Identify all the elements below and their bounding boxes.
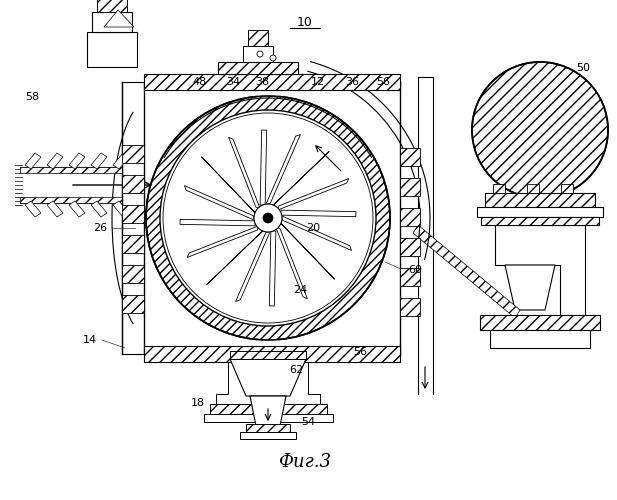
Bar [122, 265, 144, 283]
Bar [92, 12, 132, 32]
Bar [122, 145, 144, 163]
Polygon shape [91, 153, 107, 169]
Text: Фиг.3: Фиг.3 [278, 453, 331, 471]
Text: 58: 58 [25, 92, 39, 102]
Polygon shape [47, 201, 63, 217]
Polygon shape [25, 201, 41, 217]
Circle shape [163, 113, 373, 323]
Bar [400, 298, 420, 316]
Bar [122, 295, 144, 313]
Polygon shape [216, 354, 268, 404]
Text: 54: 54 [301, 417, 315, 427]
Text: 56: 56 [376, 77, 390, 87]
Bar [490, 330, 590, 348]
Bar [210, 404, 275, 414]
Polygon shape [113, 201, 129, 217]
Bar [218, 62, 298, 74]
Bar [477, 207, 603, 217]
Polygon shape [187, 226, 259, 258]
Polygon shape [47, 153, 63, 169]
Polygon shape [281, 216, 352, 250]
Text: 50: 50 [576, 63, 590, 73]
Text: 20: 20 [306, 223, 320, 233]
Bar [400, 178, 420, 196]
Bar [527, 184, 539, 193]
Text: 10: 10 [297, 16, 313, 28]
Bar [144, 346, 400, 362]
Polygon shape [104, 10, 134, 27]
Bar [20, 197, 122, 203]
Bar [246, 424, 290, 432]
Circle shape [160, 110, 376, 326]
Polygon shape [25, 153, 41, 169]
Polygon shape [91, 201, 107, 217]
Bar [262, 404, 327, 414]
Bar [400, 268, 420, 286]
Bar [87, 32, 137, 67]
Polygon shape [250, 396, 286, 426]
Bar [561, 184, 573, 193]
Circle shape [270, 55, 276, 61]
Circle shape [263, 213, 273, 223]
Polygon shape [276, 227, 307, 299]
Bar [485, 193, 595, 207]
Text: 38: 38 [255, 77, 269, 87]
Polygon shape [266, 134, 300, 205]
Text: 26: 26 [93, 223, 107, 233]
Polygon shape [268, 354, 320, 404]
Polygon shape [230, 359, 306, 396]
Text: 18: 18 [191, 398, 205, 408]
Polygon shape [281, 210, 356, 216]
Bar [243, 46, 273, 62]
Bar [230, 351, 306, 359]
Bar [400, 208, 420, 226]
Circle shape [254, 204, 282, 232]
Bar [97, 0, 127, 12]
Polygon shape [236, 231, 270, 302]
Bar [144, 74, 400, 90]
Polygon shape [280, 222, 334, 280]
Bar [400, 238, 420, 256]
Bar [122, 235, 144, 253]
Polygon shape [184, 186, 255, 220]
Text: 62: 62 [289, 365, 303, 375]
Circle shape [146, 96, 390, 340]
Polygon shape [228, 137, 260, 209]
Text: 56: 56 [353, 347, 367, 357]
Circle shape [472, 62, 608, 198]
Bar [204, 414, 281, 422]
Polygon shape [180, 220, 255, 226]
Bar [481, 217, 599, 225]
Bar [256, 414, 333, 422]
Polygon shape [260, 130, 267, 205]
Polygon shape [207, 229, 265, 284]
Text: 60: 60 [408, 265, 422, 275]
Text: 12: 12 [311, 77, 325, 87]
Bar [122, 205, 144, 223]
Polygon shape [413, 225, 520, 318]
Polygon shape [69, 201, 85, 217]
Bar [400, 148, 420, 166]
Bar [480, 315, 600, 330]
Circle shape [257, 51, 263, 57]
Bar [20, 167, 122, 173]
Text: 36: 36 [345, 77, 359, 87]
Polygon shape [113, 153, 129, 169]
Polygon shape [277, 178, 349, 210]
Polygon shape [505, 265, 555, 310]
Bar [122, 175, 144, 193]
Text: 48: 48 [193, 77, 207, 87]
Text: 24: 24 [293, 285, 307, 295]
Bar [248, 30, 268, 46]
Text: 14: 14 [83, 335, 97, 345]
Polygon shape [270, 231, 276, 306]
Bar [240, 432, 296, 439]
Polygon shape [495, 225, 585, 315]
Polygon shape [201, 156, 257, 214]
Circle shape [144, 94, 392, 342]
Bar [493, 184, 505, 193]
Polygon shape [271, 152, 329, 207]
Text: 34: 34 [226, 77, 240, 87]
Polygon shape [69, 153, 85, 169]
